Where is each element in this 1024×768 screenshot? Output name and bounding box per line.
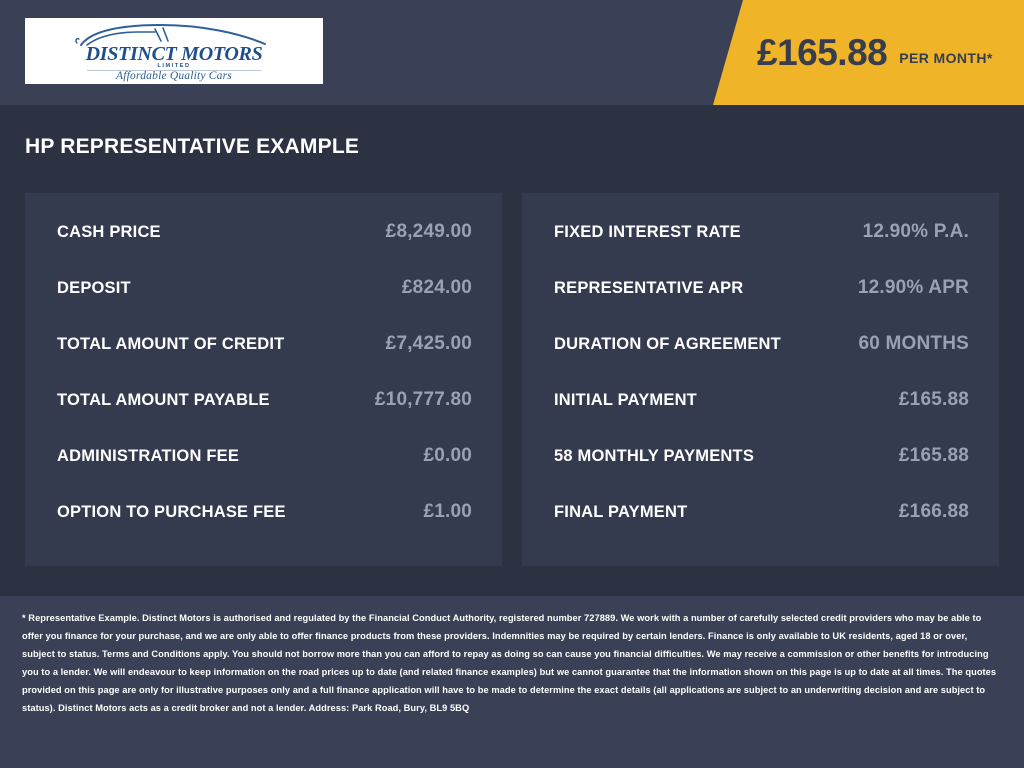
row-value: £165.88	[898, 389, 969, 410]
row-value: £165.88	[898, 445, 969, 466]
table-row: TOTAL AMOUNT PAYABLE £10,777.80	[57, 389, 472, 445]
table-row: 58 MONTHLY PAYMENTS £165.88	[554, 445, 969, 501]
row-value: 60 MONTHS	[858, 333, 969, 354]
page-header: DISTINCT MOTORS LIMITED Affordable Quali…	[0, 0, 1024, 105]
finance-details-panel-right: FIXED INTEREST RATE 12.90% P.A. REPRESEN…	[522, 193, 999, 566]
row-value: 12.90% APR	[857, 277, 969, 298]
row-label: INITIAL PAYMENT	[554, 391, 697, 409]
row-label: FINAL PAYMENT	[554, 503, 688, 521]
row-label: DEPOSIT	[57, 279, 131, 297]
row-label: TOTAL AMOUNT PAYABLE	[57, 391, 270, 409]
table-row: CASH PRICE £8,249.00	[57, 221, 472, 277]
table-row: DURATION OF AGREEMENT 60 MONTHS	[554, 333, 969, 389]
row-value: £8,249.00	[385, 221, 472, 242]
car-silhouette-icon	[75, 23, 266, 46]
table-row: DEPOSIT £824.00	[57, 277, 472, 333]
table-row: FINAL PAYMENT £166.88	[554, 501, 969, 557]
row-value: £0.00	[423, 445, 472, 466]
table-row: INITIAL PAYMENT £165.88	[554, 389, 969, 445]
row-value: £7,425.00	[385, 333, 472, 354]
table-row: ADMINISTRATION FEE £0.00	[57, 445, 472, 501]
row-value: £10,777.80	[374, 389, 472, 410]
table-row: REPRESENTATIVE APR 12.90% APR	[554, 277, 969, 333]
monthly-price-period: PER MONTH*	[899, 49, 993, 66]
page-title: HP REPRESENTATIVE EXAMPLE	[25, 135, 360, 158]
logo-company-name: DISTINCT MOTORS	[85, 43, 263, 65]
row-label: DURATION OF AGREEMENT	[554, 335, 781, 353]
row-value: £166.88	[898, 501, 969, 522]
footer-disclaimer: * Representative Example. Distinct Motor…	[0, 596, 1024, 768]
logo-divider	[87, 70, 261, 71]
table-row: TOTAL AMOUNT OF CREDIT £7,425.00	[57, 333, 472, 389]
table-row: OPTION TO PURCHASE FEE £1.00	[57, 501, 472, 557]
monthly-price-amount: £165.88	[757, 32, 888, 73]
row-label: FIXED INTEREST RATE	[554, 223, 741, 241]
row-label: TOTAL AMOUNT OF CREDIT	[57, 335, 285, 353]
row-label: 58 MONTHLY PAYMENTS	[554, 447, 755, 465]
disclaimer-text: * Representative Example. Distinct Motor…	[22, 613, 997, 713]
row-label: CASH PRICE	[57, 223, 161, 241]
dealer-logo: DISTINCT MOTORS LIMITED Affordable Quali…	[25, 18, 323, 84]
row-label: ADMINISTRATION FEE	[57, 447, 240, 465]
row-value: £824.00	[401, 277, 472, 298]
row-label: OPTION TO PURCHASE FEE	[57, 503, 286, 521]
logo-limited-text: LIMITED	[157, 63, 191, 69]
finance-details-panel-left: CASH PRICE £8,249.00 DEPOSIT £824.00 TOT…	[25, 193, 502, 566]
row-label: REPRESENTATIVE APR	[554, 279, 744, 297]
table-row: FIXED INTEREST RATE 12.90% P.A.	[554, 221, 969, 277]
row-value: £1.00	[423, 501, 472, 522]
row-value: 12.90% P.A.	[862, 221, 969, 242]
monthly-price-banner: £165.88 PER MONTH*	[713, 0, 1024, 105]
logo-tagline: Affordable Quality Cars	[116, 70, 232, 82]
